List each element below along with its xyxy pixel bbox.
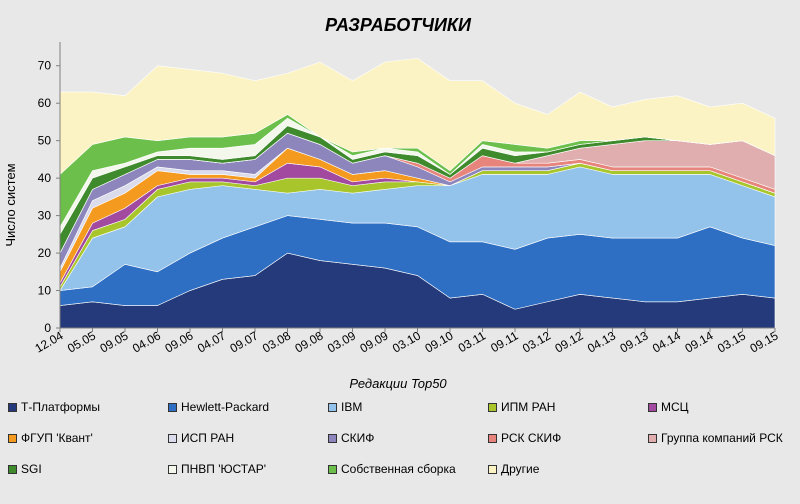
x-tick-label: 04.07: [195, 328, 228, 355]
legend-swatch: [648, 402, 657, 412]
legend-swatch: [168, 464, 177, 474]
legend-item: SGI: [8, 462, 42, 476]
x-tick-label: 09.13: [617, 328, 650, 355]
legend-swatch: [8, 464, 17, 474]
y-tick-label: 70: [38, 59, 52, 73]
legend-swatch: [328, 402, 337, 412]
x-axis: 12.04 05.05 09.05 04.06 09.06 04.07 09.07 03.08…: [32, 327, 781, 356]
legend-label: ИПМ РАН: [501, 400, 556, 414]
legend-label: Т-Платформы: [21, 400, 100, 414]
legend-swatch: [8, 402, 17, 412]
x-tick-label: 09.14: [682, 328, 715, 355]
legend-swatch: [328, 433, 337, 443]
legend-label: Группа компаний РСК: [661, 431, 783, 445]
y-axis-title: Число систем: [3, 163, 18, 246]
legend-swatch: [168, 433, 177, 443]
legend-item: ИСП РАН: [168, 431, 234, 445]
legend-swatch: [328, 464, 337, 474]
legend-label: ПНВП 'ЮСТАР': [181, 462, 267, 476]
plot-area: [59, 57, 776, 329]
chart-title: РАЗРАБОТЧИКИ: [325, 15, 472, 35]
x-tick-label: 03.15: [715, 328, 748, 355]
legend-item: СКИФ: [328, 431, 374, 445]
x-tick-label: 04.14: [650, 328, 683, 355]
y-tick-label: 30: [38, 209, 52, 223]
x-tick-label: 03.10: [390, 328, 423, 355]
series-area-13: [59, 57, 776, 175]
x-tick-label: 09.15: [747, 328, 780, 355]
legend-label: SGI: [21, 462, 42, 476]
y-tick-label: 60: [38, 96, 52, 110]
x-tick-label: 09.12: [552, 328, 585, 355]
legend-swatch: [488, 464, 497, 474]
x-tick-label: 09.07: [227, 328, 260, 355]
x-tick-label: 09.05: [97, 328, 130, 355]
x-tick-label: 09.11: [488, 328, 521, 355]
legend-label: РСК СКИФ: [501, 431, 562, 445]
x-tick-label: 09.06: [162, 328, 195, 355]
x-tick-label: 03.09: [325, 328, 358, 355]
legend-label: Hewlett-Packard: [181, 400, 270, 414]
legend-label: Другие: [501, 462, 540, 476]
legend-label: МСЦ: [661, 400, 689, 414]
legend-item: ПНВП 'ЮСТАР': [168, 462, 266, 476]
legend-swatch: [488, 433, 497, 443]
x-tick-label: 05.05: [65, 328, 98, 355]
legend-item: РСК СКИФ: [488, 431, 561, 445]
legend-label: ИСП РАН: [181, 431, 235, 445]
legend-item: ИПМ РАН: [488, 400, 555, 414]
legend-swatch: [648, 433, 657, 443]
x-tick-label: 09.09: [357, 328, 390, 355]
legend-label: Собственная сборка: [341, 462, 456, 476]
legend-item: Группа компаний РСК: [648, 431, 783, 445]
legend-item: Hewlett-Packard: [168, 400, 269, 414]
legend-label: СКИФ: [341, 431, 375, 445]
legend-swatch: [168, 402, 177, 412]
legend: Т-Платформы Hewlett-Packard IBM ИПМ РАН МСЦ Ф…: [0, 392, 800, 504]
x-tick-label: 09.10: [422, 328, 455, 355]
x-tick-label: 04.13: [585, 328, 618, 355]
x-axis-title: Редакции Top50: [349, 376, 447, 391]
legend-item: Т-Платформы: [8, 400, 100, 414]
y-axis: 0 10 20 30 40 50 60 70: [38, 42, 61, 335]
legend-label: ФГУП 'Квант': [21, 431, 93, 445]
x-tick-label: 09.08: [292, 328, 325, 355]
y-tick-label: 50: [38, 134, 52, 148]
legend-item: Другие: [488, 462, 539, 476]
y-tick-label: 40: [38, 171, 52, 185]
legend-item: Собственная сборка: [328, 462, 456, 476]
x-tick-label: 03.08: [260, 328, 293, 355]
legend-item: МСЦ: [648, 400, 689, 414]
legend-swatch: [8, 433, 17, 443]
x-tick-label: 03.11: [456, 328, 489, 355]
legend-item: ФГУП 'Квант': [8, 431, 93, 445]
x-tick-label: 04.06: [130, 328, 163, 355]
x-tick-label: 03.12: [520, 328, 553, 355]
legend-label: IBM: [341, 400, 363, 414]
legend-item: IBM: [328, 400, 362, 414]
y-tick-label: 0: [44, 321, 51, 335]
legend-swatch: [488, 402, 497, 412]
y-tick-label: 20: [38, 246, 52, 260]
y-tick-label: 10: [38, 284, 52, 298]
